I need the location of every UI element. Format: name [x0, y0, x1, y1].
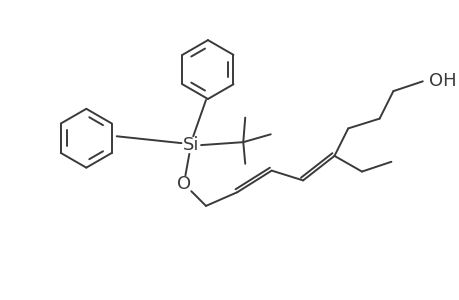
Text: Si: Si	[183, 136, 199, 154]
Text: OH: OH	[428, 72, 455, 90]
Text: O: O	[177, 175, 191, 193]
